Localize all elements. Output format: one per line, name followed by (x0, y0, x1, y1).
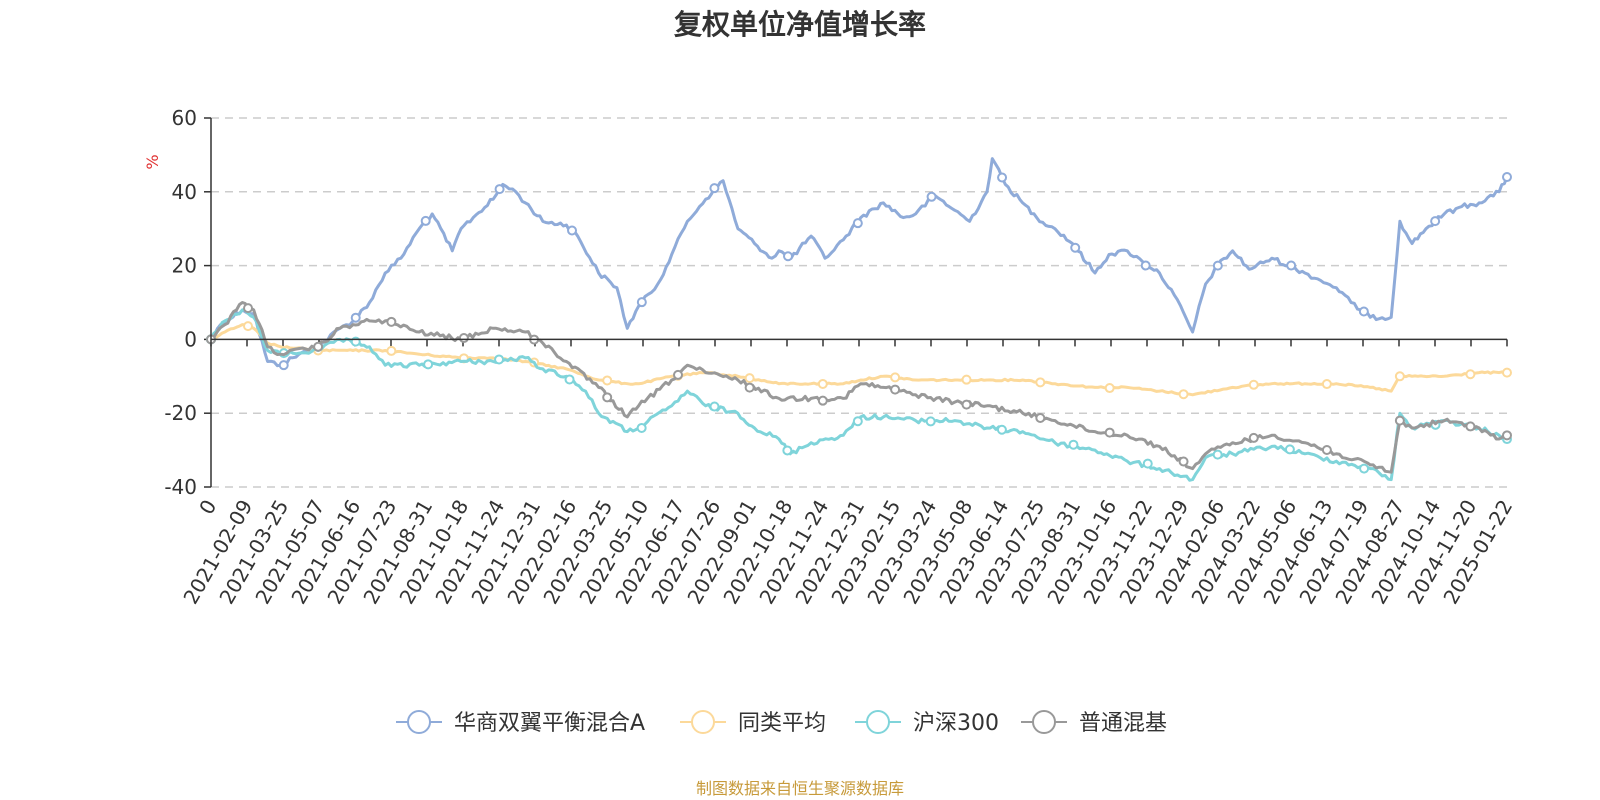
series-marker (278, 360, 289, 371)
series-marker (1502, 430, 1512, 441)
series-marker (602, 392, 613, 403)
series-marker (350, 312, 361, 323)
series-marker (1430, 216, 1441, 227)
series-marker (313, 341, 324, 352)
y-axis-ticks: 60 40 20 0 -20 -40 (164, 106, 211, 499)
series-marker (458, 333, 469, 344)
y-tick-label: -40 (164, 475, 197, 499)
series-marker (636, 422, 647, 433)
legend-label: 同类平均 (738, 711, 826, 736)
legend-marker (1032, 710, 1056, 734)
series-marker (1394, 415, 1405, 426)
series-lines (206, 157, 1512, 482)
series-marker (636, 297, 647, 308)
series-marker (1465, 369, 1476, 380)
series-marker (1178, 389, 1189, 400)
series-marker (1248, 379, 1259, 390)
y-tick-label: 0 (184, 327, 197, 351)
series-marker (1035, 413, 1046, 424)
chart-title: 复权单位净值增长率 (674, 8, 926, 41)
series-marker (1321, 445, 1332, 456)
series-marker (1502, 367, 1512, 378)
series-marker (567, 225, 578, 236)
series-marker (1104, 383, 1115, 394)
series-marker (1465, 421, 1476, 432)
series-marker (1070, 242, 1081, 253)
legend-label: 普通混基 (1079, 711, 1167, 736)
series-marker (386, 345, 397, 356)
series-marker (1178, 456, 1189, 467)
series-marker (709, 401, 720, 412)
legend-marker (691, 710, 715, 734)
series-line (210, 323, 1508, 397)
series-marker (890, 372, 901, 383)
series-line (209, 157, 1509, 368)
series-marker (1502, 172, 1512, 183)
series-marker (925, 416, 936, 427)
y-axis-unit-label: % (143, 154, 162, 169)
series-marker (423, 359, 434, 370)
series-line (209, 308, 1508, 482)
series-marker (243, 321, 254, 332)
series-marker (1212, 449, 1223, 460)
series-marker (1248, 432, 1259, 443)
series-line (210, 301, 1508, 474)
series-marker (602, 375, 613, 386)
series-marker (782, 445, 793, 456)
y-tick-label: 20 (172, 254, 197, 278)
series-marker (817, 378, 828, 389)
legend-label: 华商双翼平衡混合A (454, 711, 645, 736)
series-marker (1358, 306, 1369, 317)
series-marker (420, 215, 431, 226)
x-tick-label: 0 (194, 496, 221, 519)
series-marker (1140, 260, 1151, 271)
series-marker (817, 395, 828, 406)
series-marker (890, 384, 901, 395)
series-marker (494, 184, 505, 195)
series-marker (961, 374, 972, 385)
series-marker (494, 354, 505, 365)
series-marker (1394, 371, 1405, 382)
series-marker (961, 399, 972, 410)
y-tick-label: 60 (172, 106, 197, 130)
series-marker (673, 369, 684, 380)
series-marker (997, 172, 1008, 183)
series-marker (1286, 260, 1297, 271)
series-marker (1212, 260, 1223, 271)
source-note: 制图数据来自恒生聚源数据库 (696, 779, 904, 798)
series-marker (709, 183, 720, 194)
series-marker (1035, 377, 1046, 388)
series-marker (744, 373, 755, 384)
series-marker (243, 303, 254, 314)
legend-marker (407, 710, 431, 734)
series-marker (852, 218, 863, 229)
series-marker (386, 316, 397, 327)
series-marker (1321, 379, 1332, 390)
legend-label: 沪深300 (913, 711, 999, 736)
series-marker (1359, 463, 1370, 474)
series-marker (783, 251, 794, 262)
series-marker (1068, 439, 1079, 450)
x-axis-ticks: 02021-02-092021-03-252021-05-072021-06-1… (178, 339, 1517, 608)
series-marker (744, 382, 755, 393)
series-marker (1104, 427, 1115, 438)
series-marker (852, 416, 863, 427)
series-marker (996, 424, 1007, 435)
series-marker (1284, 444, 1295, 455)
series-marker (926, 191, 937, 202)
y-tick-label: 40 (172, 180, 197, 204)
axes (210, 118, 1507, 487)
grid-lines (211, 117, 1507, 488)
legend-marker (866, 710, 890, 734)
legend[interactable]: 华商双翼平衡混合A 同类平均 沪深300 普通混基 (396, 710, 1167, 736)
series-marker (1142, 458, 1153, 469)
series-marker (564, 374, 575, 385)
y-tick-label: -20 (164, 401, 197, 425)
